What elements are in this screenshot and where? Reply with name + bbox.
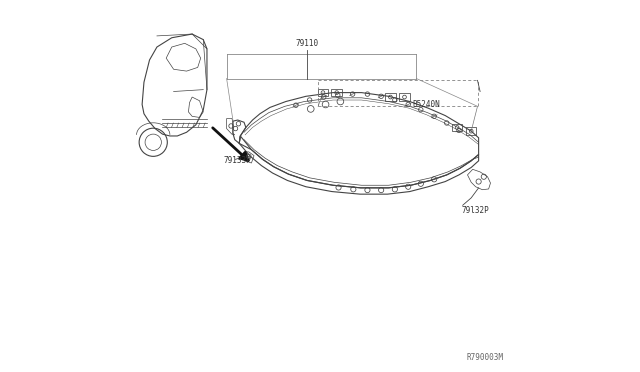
Text: R790003M: R790003M xyxy=(467,353,504,362)
Text: B5240N: B5240N xyxy=(413,100,440,109)
Text: 79l32P: 79l32P xyxy=(462,206,490,215)
Text: 79133P: 79133P xyxy=(223,155,252,164)
Text: 79110: 79110 xyxy=(296,39,319,48)
